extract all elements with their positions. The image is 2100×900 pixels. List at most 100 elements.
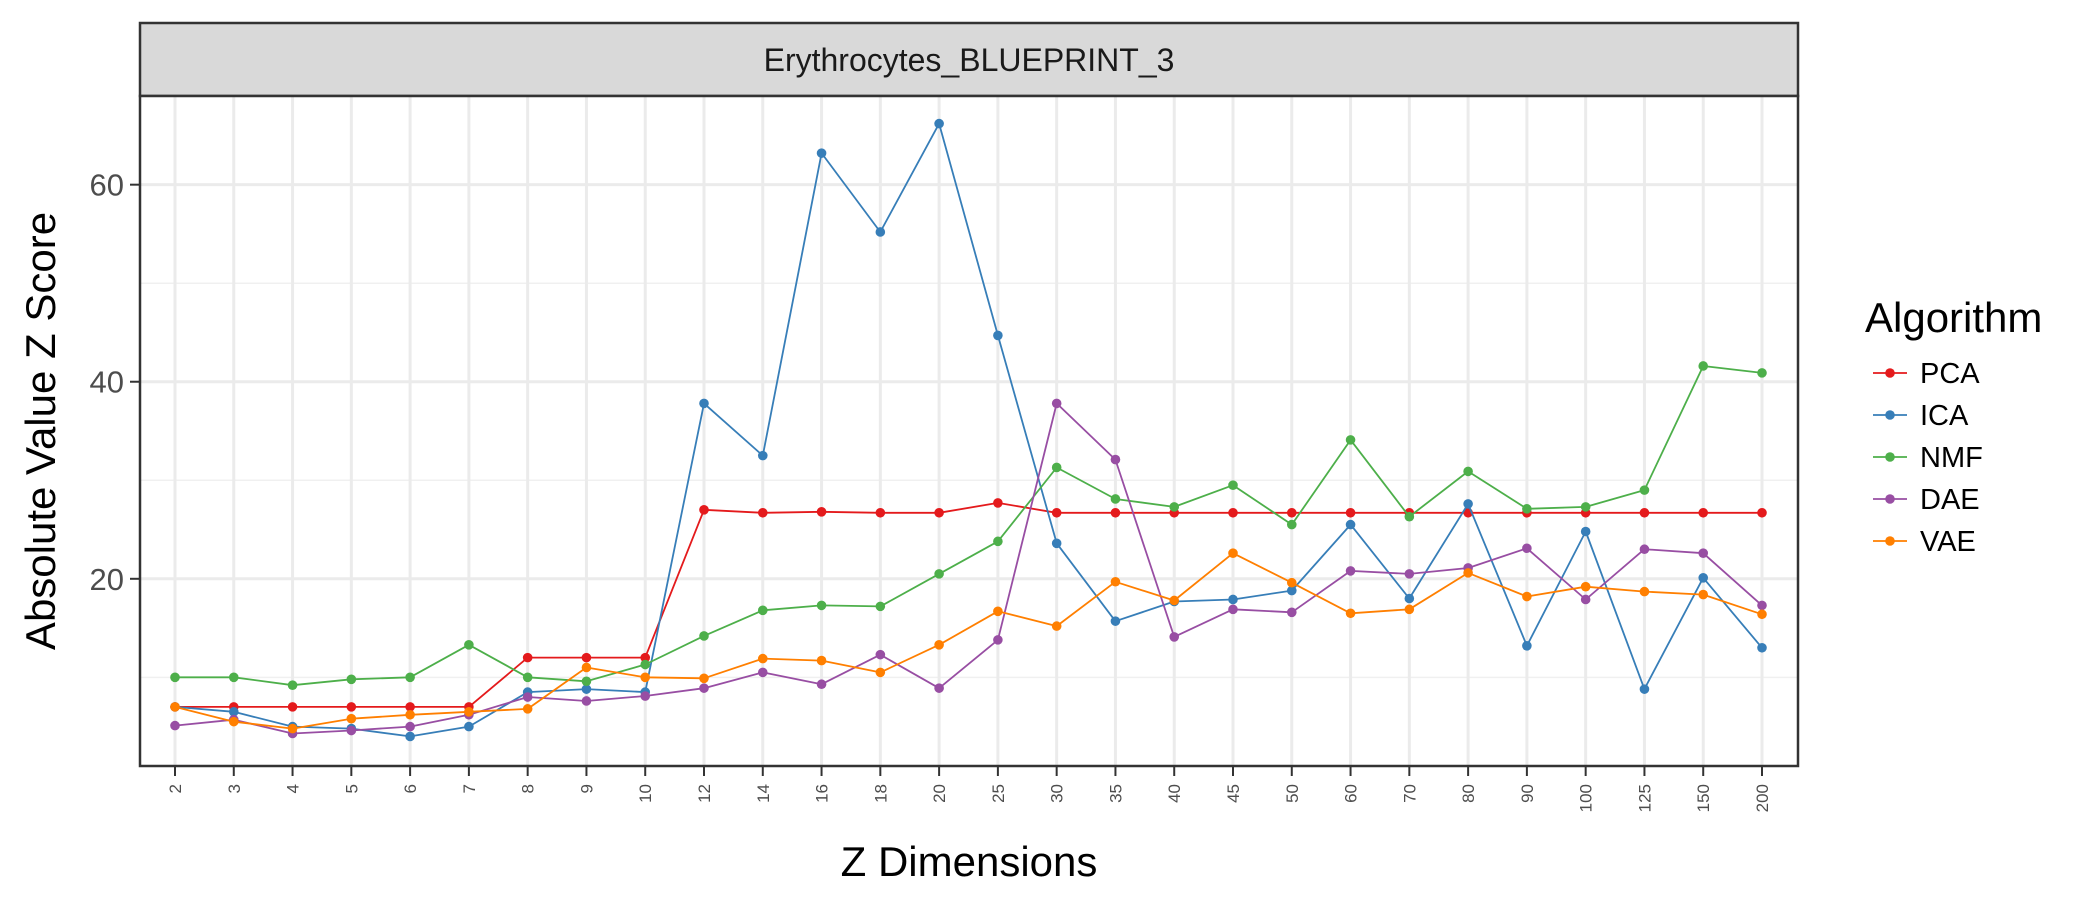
data-point-nmf	[1169, 502, 1180, 512]
data-point-dae	[1639, 544, 1650, 555]
x-tick-label: 80	[1459, 784, 1478, 803]
y-tick-label: 60	[90, 168, 124, 203]
x-tick-label: 9	[577, 784, 596, 793]
data-point-ica	[1522, 640, 1532, 651]
data-point-dae	[1286, 607, 1297, 618]
data-point-dae	[581, 696, 592, 706]
data-point-dae	[875, 649, 886, 660]
data-point-dae	[1051, 398, 1062, 409]
x-tick-label: 10	[636, 784, 655, 803]
data-point-nmf	[1580, 502, 1591, 512]
legend-item-dae: DAE	[1873, 484, 1980, 516]
series-nmf	[170, 361, 1767, 691]
data-point-ica	[1580, 526, 1591, 537]
data-point-ica	[934, 118, 944, 129]
plot-panel	[140, 96, 1798, 766]
data-point-dae	[1757, 600, 1767, 611]
x-tick-label: 14	[754, 784, 773, 803]
x-tick-label: 150	[1694, 784, 1713, 812]
data-point-nmf	[1228, 480, 1238, 490]
x-tick-label: 5	[342, 784, 361, 793]
data-point-ica	[1286, 585, 1297, 596]
data-point-dae	[1580, 594, 1591, 605]
plot-border	[138, 94, 1800, 768]
data-point-ica	[1404, 593, 1415, 604]
x-tick-label: 200	[1753, 784, 1772, 812]
data-point-ica	[993, 330, 1003, 341]
data-point-vae	[1404, 604, 1415, 615]
data-point-dae	[405, 721, 415, 732]
data-point-nmf	[581, 676, 592, 687]
data-point-pca	[757, 507, 768, 518]
data-point-vae	[934, 640, 944, 650]
data-point-nmf	[934, 569, 944, 579]
data-point-vae	[464, 707, 474, 717]
data-point-nmf	[640, 659, 651, 670]
data-point-vae	[875, 667, 886, 678]
y-axis-title: Absolute Value Z Score	[17, 212, 64, 650]
data-point-vae	[1522, 591, 1532, 602]
data-point-ica	[1698, 573, 1709, 583]
data-point-nmf	[405, 672, 415, 683]
data-point-nmf	[993, 536, 1003, 547]
data-point-pca	[522, 652, 533, 663]
data-point-dae	[934, 683, 944, 693]
data-point-vae	[816, 655, 827, 666]
data-point-nmf	[1051, 462, 1062, 473]
series-ica	[170, 118, 1767, 742]
data-point-ica	[1051, 538, 1062, 549]
legend-title: Algorithm	[1865, 294, 2042, 341]
data-point-nmf	[346, 674, 357, 685]
data-point-pca	[1698, 507, 1709, 518]
data-point-vae	[640, 672, 651, 683]
data-point-ica	[581, 684, 592, 694]
x-tick-label: 4	[284, 784, 303, 793]
data-point-vae	[699, 673, 709, 684]
x-tick-label: 125	[1635, 784, 1654, 812]
x-axis-title: Z Dimensions	[841, 838, 1098, 885]
data-point-nmf	[464, 640, 474, 650]
data-point-vae	[170, 702, 180, 712]
y-tick-label: 40	[90, 365, 124, 400]
x-tick-label: 90	[1518, 784, 1537, 803]
data-point-vae	[1698, 589, 1709, 600]
data-point-pca	[993, 498, 1003, 508]
data-point-vae	[581, 662, 592, 673]
data-point-dae	[1698, 548, 1709, 558]
data-point-nmf	[757, 605, 768, 616]
series-line-nmf	[175, 365, 1763, 687]
x-tick-label: 2	[166, 784, 185, 793]
data-point-pca	[1345, 507, 1356, 518]
data-point-vae	[1639, 586, 1650, 597]
data-point-nmf	[1404, 511, 1415, 522]
facet-title: Erythrocytes_BLUEPRINT_3	[764, 42, 1175, 78]
data-point-nmf	[1345, 435, 1356, 445]
data-point-pca	[405, 702, 415, 712]
data-point-nmf	[1698, 361, 1709, 371]
legend-item-pca: PCA	[1873, 358, 1980, 390]
data-point-dae	[522, 692, 533, 702]
x-axis-ticks: 2 3 4 5 6 7 8 9 10 12 14 16 18 20 25 30 35 40 45 50 60 70 80 90…	[166, 766, 1772, 812]
legend-item-ica: ICA	[1873, 400, 1969, 432]
legend-label: DAE	[1920, 484, 1980, 516]
data-point-nmf	[228, 672, 239, 683]
data-point-dae	[1404, 569, 1415, 579]
x-tick-label: 100	[1577, 784, 1596, 812]
data-point-vae	[228, 716, 239, 727]
data-point-vae	[1051, 621, 1062, 631]
data-point-dae	[993, 635, 1003, 645]
data-point-vae	[1757, 609, 1767, 620]
data-point-dae	[757, 667, 768, 678]
legend-label: VAE	[1920, 526, 1976, 558]
data-point-ica	[1757, 642, 1767, 653]
x-tick-label: 16	[813, 784, 832, 803]
data-point-nmf	[1757, 368, 1767, 378]
data-point-ica	[1639, 684, 1650, 694]
data-point-vae	[287, 723, 298, 734]
legend: Algorithm PCA ICA NMF DAE VAE	[1865, 294, 2042, 558]
major-gridlines	[140, 96, 1798, 766]
legend-key-point	[1885, 410, 1895, 420]
data-point-nmf	[875, 601, 886, 612]
data-point-ica	[464, 721, 474, 732]
